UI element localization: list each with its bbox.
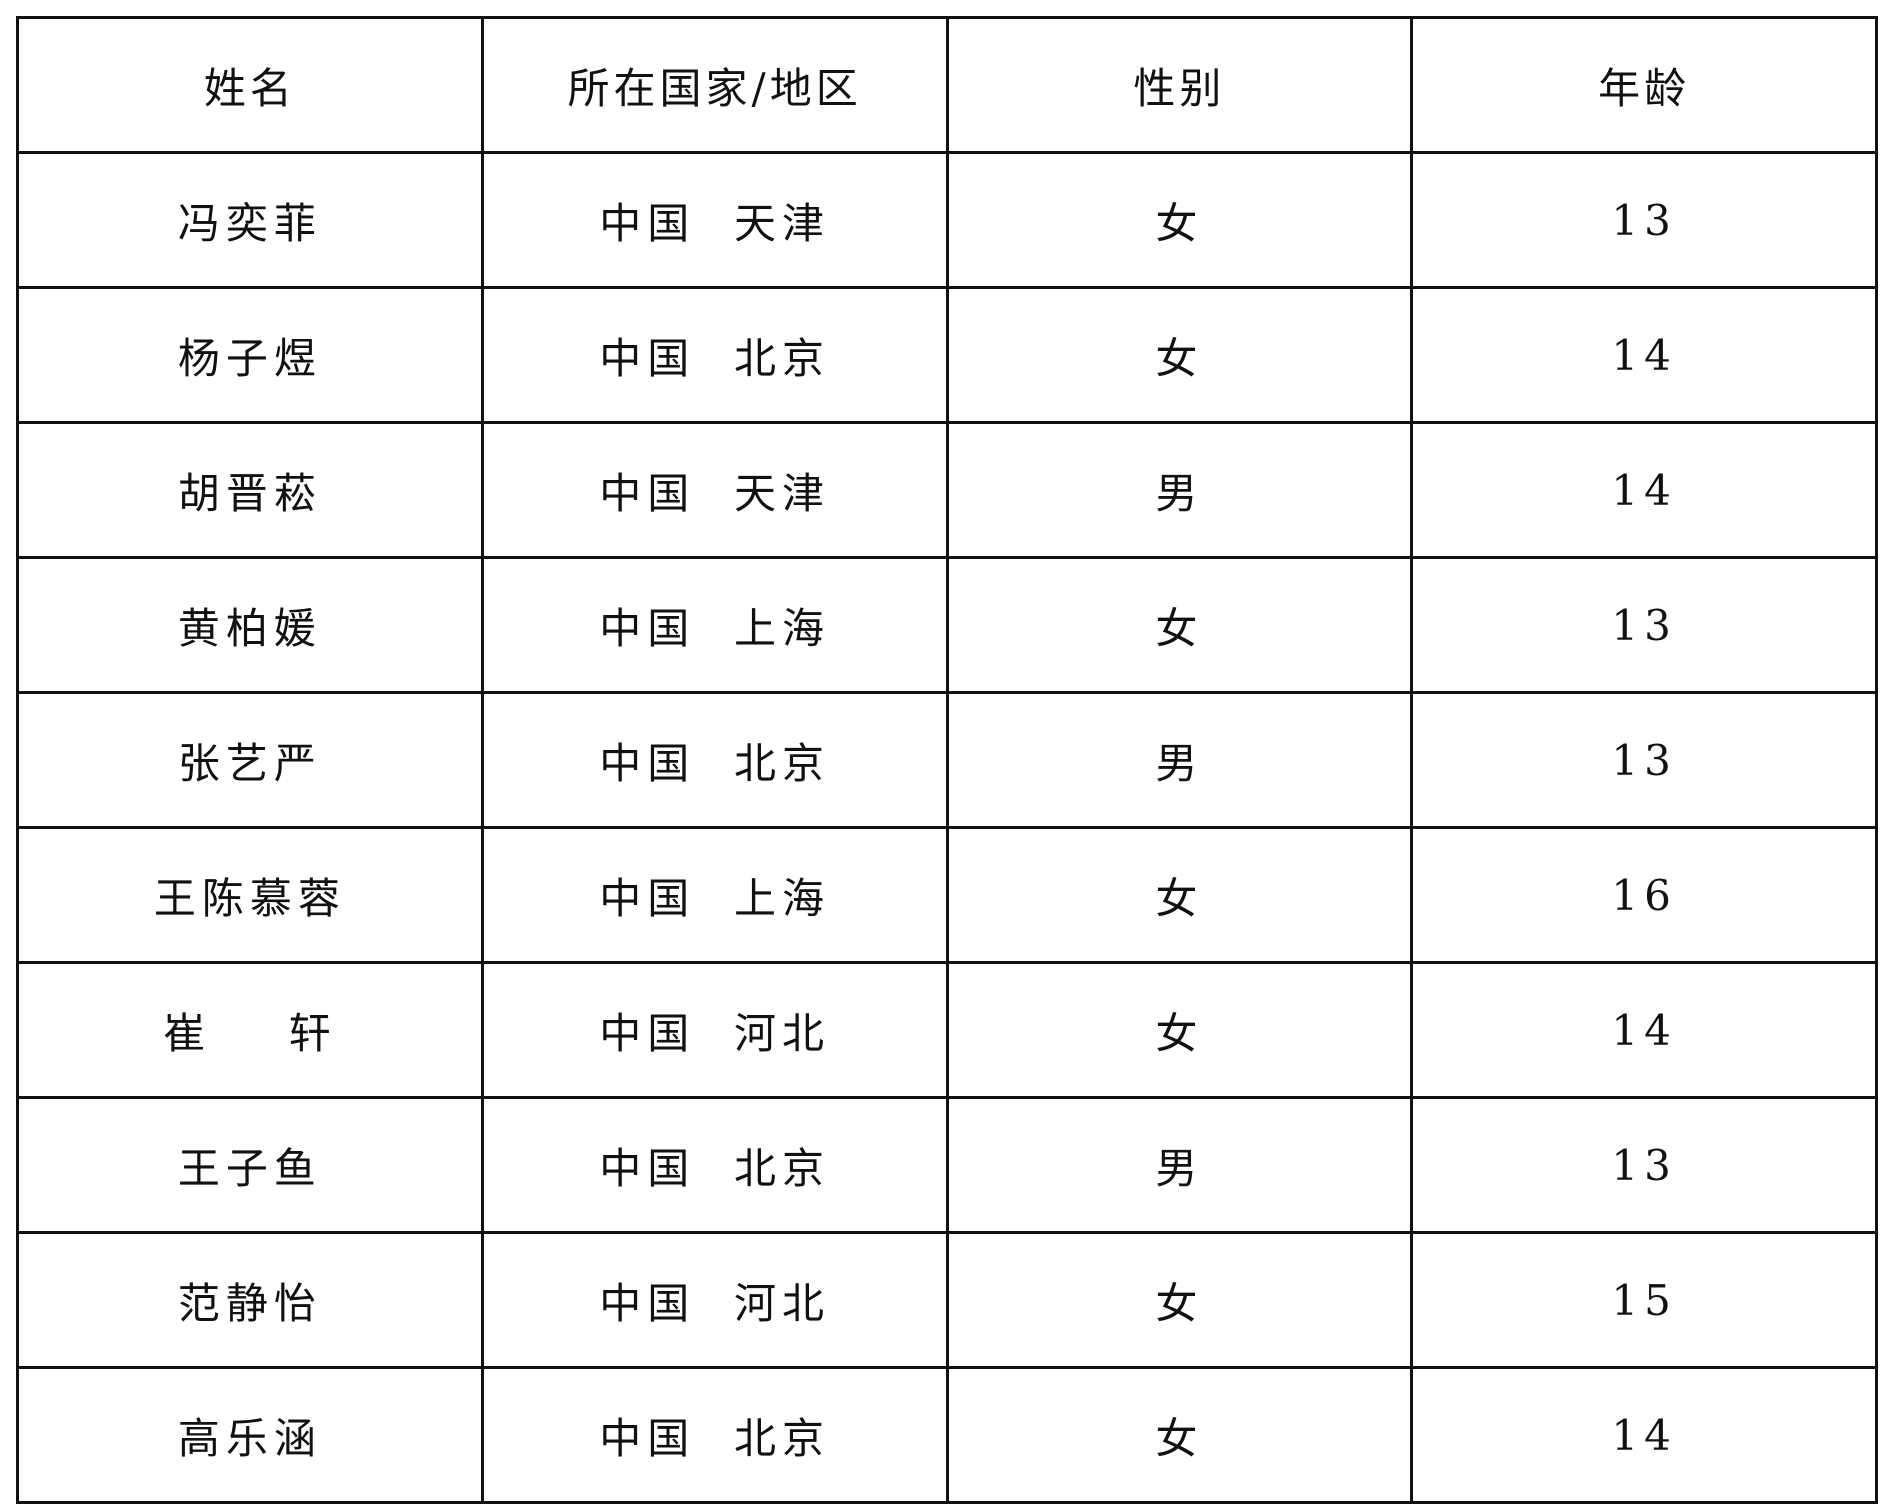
- cell-name: 黄柏媛: [16, 556, 484, 694]
- cell-gender: 男: [945, 1096, 1414, 1234]
- table-row: 王子鱼 中国 北京男 13: [16, 1096, 1878, 1234]
- header-region: 所在国家/地区: [480, 16, 949, 154]
- header-name: 姓名: [16, 16, 484, 154]
- cell-name: 杨子煜: [16, 286, 484, 424]
- cell-age: 13: [1410, 556, 1878, 694]
- participants-table: 姓名 所在国家/地区 性别 年龄 冯奕菲 中国 天津女 13 杨子煜 中国 北京女 14 胡…: [16, 16, 1878, 1504]
- cell-gender: 女: [945, 556, 1414, 694]
- cell-region: 中国 河北: [480, 1231, 949, 1369]
- cell-gender: 男: [945, 421, 1414, 559]
- cell-region: 中国 上海: [480, 826, 949, 964]
- table-row: 杨子煜 中国 北京女 14: [16, 286, 1878, 424]
- cell-gender: 女: [945, 151, 1414, 289]
- cell-name: 崔 轩: [16, 961, 484, 1099]
- header-gender: 性别: [945, 16, 1414, 154]
- cell-region: 中国 天津: [480, 151, 949, 289]
- cell-age: 14: [1410, 286, 1878, 424]
- cell-region: 中国 上海: [480, 556, 949, 694]
- cell-name: 王陈慕蓉: [16, 826, 484, 964]
- cell-name: 王子鱼: [16, 1096, 484, 1234]
- cell-age: 14: [1410, 1366, 1878, 1504]
- cell-name: 高乐涵: [16, 1366, 484, 1504]
- cell-age: 16: [1410, 826, 1878, 964]
- cell-gender: 女: [945, 1231, 1414, 1369]
- cell-region: 中国 北京: [480, 1096, 949, 1234]
- table-row: 高乐涵 中国 北京女 14: [16, 1366, 1878, 1504]
- cell-age: 14: [1410, 961, 1878, 1099]
- cell-name: 胡晋菘: [16, 421, 484, 559]
- cell-gender: 女: [945, 1366, 1414, 1504]
- cell-age: 13: [1410, 691, 1878, 829]
- table-row: 张艺严 中国 北京男 13: [16, 691, 1878, 829]
- header-age: 年龄: [1410, 16, 1878, 154]
- cell-region: 中国 天津: [480, 421, 949, 559]
- cell-gender: 女: [945, 826, 1414, 964]
- cell-age: 15: [1410, 1231, 1878, 1369]
- cell-gender: 女: [945, 961, 1414, 1099]
- cell-age: 13: [1410, 1096, 1878, 1234]
- table-row: 冯奕菲 中国 天津女 13: [16, 151, 1878, 289]
- cell-region: 中国 河北: [480, 961, 949, 1099]
- cell-region: 中国 北京: [480, 691, 949, 829]
- cell-region: 中国 北京: [480, 286, 949, 424]
- cell-age: 13: [1410, 151, 1878, 289]
- table-row: 王陈慕蓉 中国 上海女 16: [16, 826, 1878, 964]
- table-row: 范静怡 中国 河北女 15: [16, 1231, 1878, 1369]
- table-row: 胡晋菘 中国 天津男 14: [16, 421, 1878, 559]
- cell-name: 范静怡: [16, 1231, 484, 1369]
- table-row: 黄柏媛 中国 上海女 13: [16, 556, 1878, 694]
- cell-name: 张艺严: [16, 691, 484, 829]
- header-row: 姓名 所在国家/地区 性别 年龄: [16, 16, 1878, 154]
- cell-gender: 男: [945, 691, 1414, 829]
- cell-gender: 女: [945, 286, 1414, 424]
- cell-name: 冯奕菲: [16, 151, 484, 289]
- cell-region: 中国 北京: [480, 1366, 949, 1504]
- table-row: 崔 轩中国 河北女 14: [16, 961, 1878, 1099]
- cell-age: 14: [1410, 421, 1878, 559]
